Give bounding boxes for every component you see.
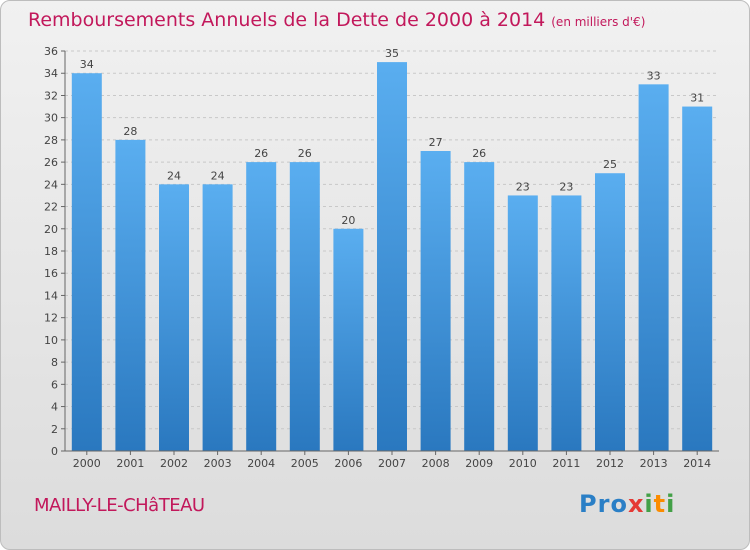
y-tick-label: 14 [44,289,58,302]
y-tick-label: 4 [51,401,58,414]
data-label: 28 [123,125,137,138]
logo-letter: P [579,490,598,518]
proxiti-logo: Proxiti [579,490,675,518]
bar [71,73,102,451]
y-tick-label: 10 [44,334,58,347]
data-label: 27 [429,136,443,149]
bar [595,173,625,451]
bar [638,84,669,451]
y-tick-label: 8 [51,356,58,369]
data-label: 25 [603,158,617,171]
bar [202,184,233,452]
x-tick-label: 2013 [640,457,668,470]
bar [289,162,320,451]
data-label: 34 [80,58,94,71]
bar [333,228,364,451]
x-tick-label: 2009 [465,457,493,470]
data-label: 31 [690,92,704,105]
bar [507,195,538,451]
x-tick-label: 2011 [552,457,580,470]
data-label: 26 [472,147,486,160]
y-tick-label: 20 [44,223,58,236]
x-tick-label: 2005 [291,457,319,470]
bar [420,151,451,451]
commune-name: MAILLY-LE-CHâTEAU [34,495,205,516]
x-tick-label: 2007 [378,457,406,470]
chart-title: Remboursements Annuels de la Dette de 20… [28,9,645,31]
x-tick-label: 2000 [73,457,101,470]
title-text: Remboursements Annuels de la Dette de 20… [28,9,546,31]
x-tick-label: 2003 [204,457,232,470]
y-tick-label: 36 [44,45,58,58]
logo-letter: r [597,490,611,518]
bar [551,195,582,451]
data-label: 23 [559,180,573,193]
x-tick-label: 2008 [422,457,450,470]
x-tick-label: 2002 [160,457,188,470]
bar [246,162,277,451]
x-tick-label: 2006 [334,457,362,470]
data-label: 23 [516,180,530,193]
data-label: 35 [385,47,399,60]
x-tick-label: 2010 [509,457,537,470]
y-tick-label: 16 [44,267,58,280]
y-tick-label: 24 [44,178,58,191]
y-tick-label: 28 [44,134,58,147]
y-tick-label: 18 [44,245,58,258]
logo-letter: o [610,490,628,518]
bar [115,139,146,451]
y-tick-label: 0 [51,445,58,458]
data-label: 26 [298,147,312,160]
y-tick-label: 34 [44,67,58,80]
x-tick-label: 2004 [247,457,275,470]
data-label: 26 [254,147,268,160]
x-tick-label: 2001 [116,457,144,470]
bar [682,106,713,452]
y-tick-label: 6 [51,378,58,391]
y-tick-label: 22 [44,201,58,214]
bars: 34 28 24 24 26 26 20 35 27 26 23 23 25 33 31 [71,47,713,452]
subtitle-text: (en milliers d'€) [551,15,646,29]
x-tick-label: 2014 [683,457,711,470]
y-tick-label: 12 [44,312,58,325]
logo-letter: t [653,490,667,518]
y-tick-label: 32 [44,89,58,102]
data-label: 20 [341,214,355,227]
data-label: 24 [167,169,181,182]
bar [377,62,407,451]
y-tick-label: 26 [44,156,58,169]
bar [159,184,189,452]
logo-letter: i [666,490,676,518]
bar [464,162,495,451]
data-label: 33 [647,69,661,82]
y-tick-label: 2 [51,423,58,436]
logo-letter: x [627,490,645,518]
x-tick-label: 2012 [596,457,624,470]
y-tick-label: 30 [44,112,58,125]
logo-letter: i [644,490,654,518]
data-label: 24 [211,169,225,182]
